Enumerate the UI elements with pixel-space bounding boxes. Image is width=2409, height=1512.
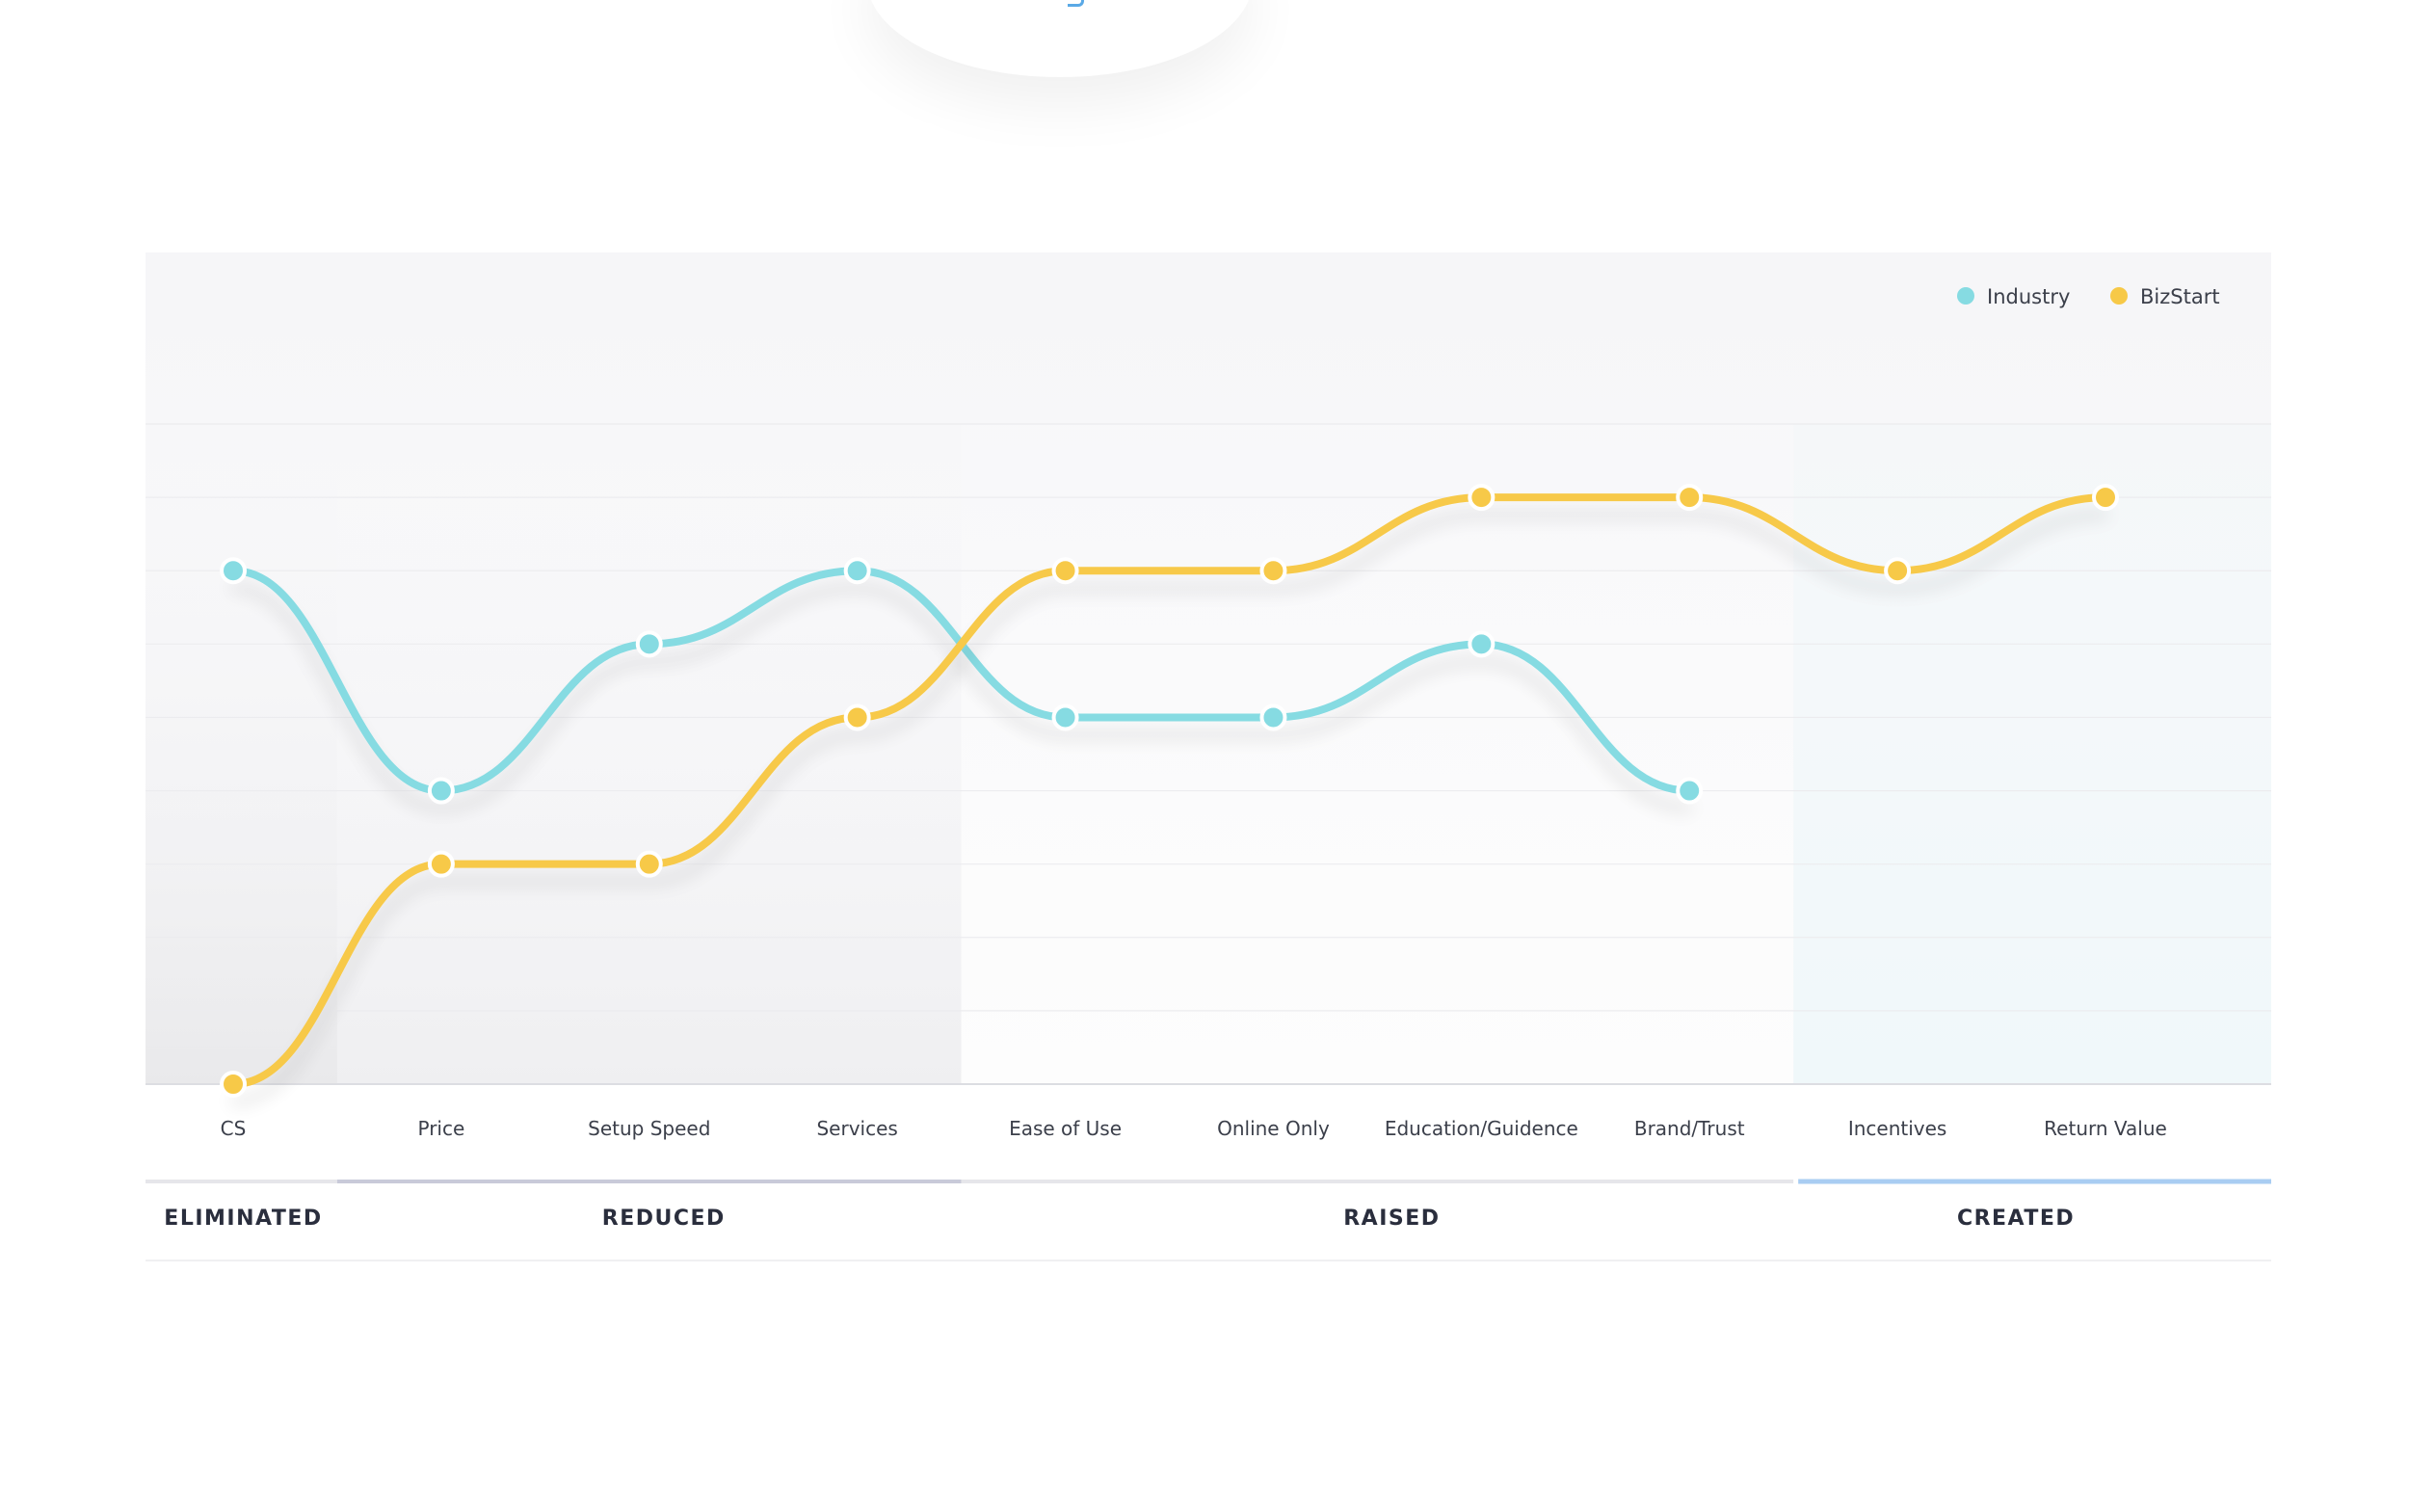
legend-marker-icon: [1957, 287, 1974, 305]
x-tick-label: Price: [417, 1117, 464, 1140]
group-shade-raised: [961, 424, 1794, 1084]
legend-label: BizStart: [2140, 285, 2220, 308]
group-shade-eliminated: [146, 424, 337, 1084]
data-point-bizstart-0[interactable]: [220, 1071, 247, 1098]
data-point-bizstart-8[interactable]: [1884, 557, 1912, 585]
legend-marker-icon: [2110, 287, 2128, 305]
x-tick-label: CS: [221, 1117, 247, 1140]
x-tick-label: Setup Speed: [588, 1117, 710, 1140]
x-tick-label: Brand/Trust: [1634, 1117, 1745, 1140]
data-point-industry-0[interactable]: [220, 557, 247, 585]
group-label-eliminated: ELIMINATED: [164, 1207, 322, 1231]
data-point-bizstart-4[interactable]: [1051, 557, 1079, 585]
data-point-industry-2[interactable]: [635, 630, 663, 658]
group-label-created: CREATED: [1957, 1207, 2075, 1231]
data-point-industry-4[interactable]: [1051, 703, 1079, 731]
group-label-reduced: REDUCED: [602, 1207, 726, 1231]
data-point-industry-3[interactable]: [843, 557, 871, 585]
data-point-industry-1[interactable]: [427, 777, 455, 805]
x-tick-label: Incentives: [1848, 1117, 1947, 1140]
data-point-bizstart-1[interactable]: [427, 850, 455, 878]
data-point-bizstart-6[interactable]: [1468, 484, 1496, 512]
x-tick-label: Online Only: [1217, 1117, 1330, 1140]
x-tick-label: Return Value: [2044, 1117, 2167, 1140]
group-shade-created: [1793, 424, 2271, 1084]
data-point-bizstart-3[interactable]: [843, 703, 871, 731]
data-point-bizstart-9[interactable]: [2092, 484, 2119, 512]
legend-item-bizstart[interactable]: BizStart: [2110, 285, 2220, 308]
series-line-bizstart: [229, 493, 2109, 1088]
x-tick-label: Ease of Use: [1009, 1117, 1122, 1140]
x-tick-label: Services: [816, 1117, 897, 1140]
legend-label: Industry: [1987, 285, 2070, 308]
group-shade-reduced: [336, 424, 962, 1084]
data-point-bizstart-7[interactable]: [1676, 484, 1704, 512]
group-label-raised: RAISED: [1343, 1207, 1440, 1231]
data-point-industry-6[interactable]: [1468, 630, 1496, 658]
data-point-industry-7[interactable]: [1676, 777, 1704, 805]
data-point-industry-5[interactable]: [1259, 703, 1287, 731]
check-icon: [1068, 0, 1084, 7]
legend-item-industry[interactable]: Industry: [1957, 285, 2070, 308]
x-tick-label: Education/Guidence: [1385, 1117, 1578, 1140]
data-point-bizstart-2[interactable]: [635, 850, 663, 878]
data-point-bizstart-5[interactable]: [1259, 557, 1287, 585]
